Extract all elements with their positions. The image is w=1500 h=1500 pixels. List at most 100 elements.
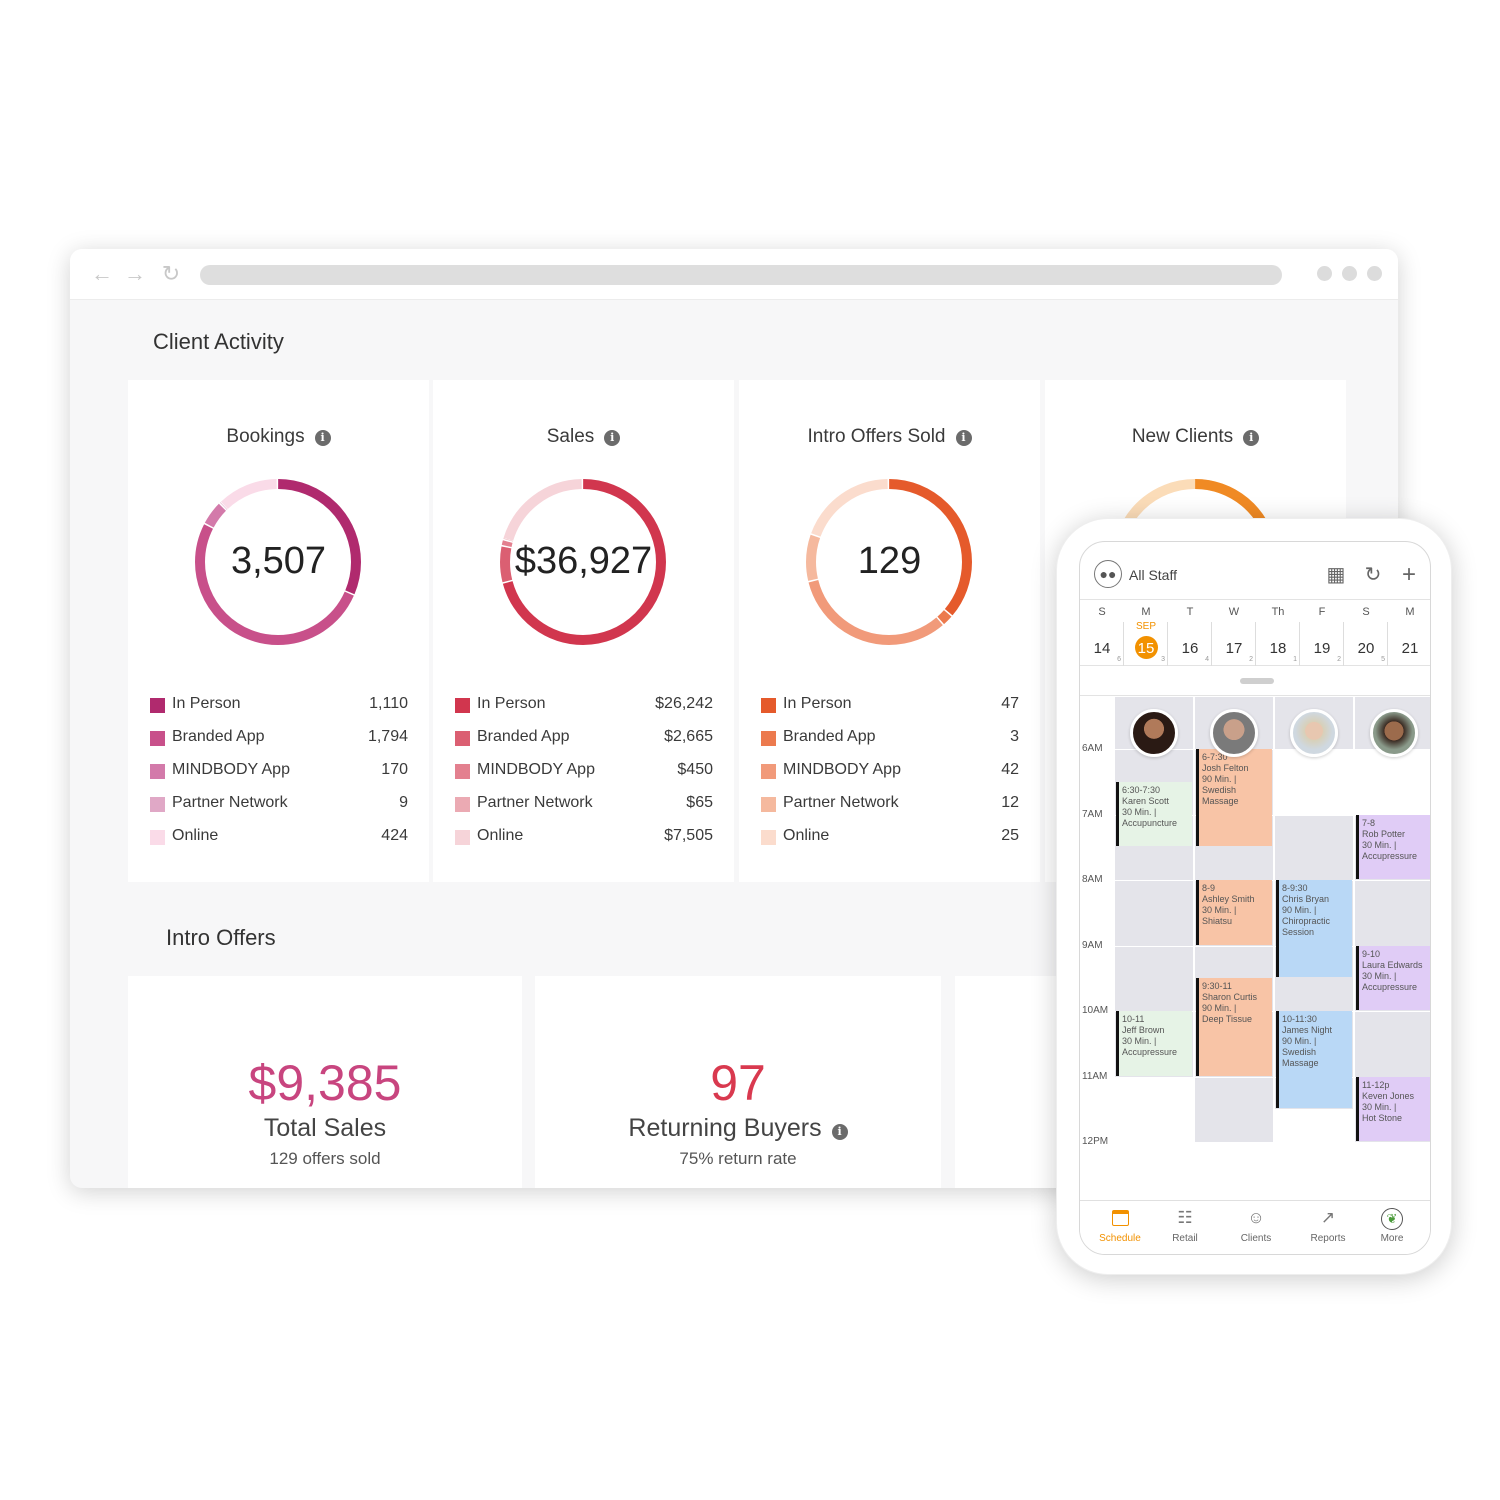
returning-buyers-card: 97 Returning Buyers i 75% return rate	[535, 976, 941, 1188]
address-bar[interactable]	[200, 265, 1282, 285]
time-label: 12PM	[1082, 1136, 1109, 1147]
legend-row: Branded App 1,794	[150, 727, 408, 760]
day-cell[interactable]: M SEP 15 3	[1124, 600, 1168, 666]
open-slot[interactable]	[1275, 1109, 1353, 1142]
tab-retail[interactable]: ☷ Retail	[1155, 1207, 1215, 1244]
info-icon[interactable]: i	[955, 430, 972, 446]
legend-swatch	[455, 731, 470, 746]
appointment-block[interactable]: 10-11 Jeff Brown 30 Min. | Accupressure	[1116, 1011, 1192, 1076]
appointment-text: 6:30-7:30	[1122, 784, 1161, 795]
legend-swatch	[761, 764, 776, 779]
appointment-text: 30 Min. |	[1122, 1036, 1157, 1046]
tab-reports[interactable]: ↗ Reports	[1298, 1207, 1358, 1244]
add-icon[interactable]: +	[1401, 561, 1416, 588]
chart-icon: ↗	[1320, 1208, 1336, 1227]
grid-view-icon[interactable]: ▦	[1326, 564, 1346, 586]
legend-value: 47	[1001, 695, 1019, 712]
appointment-text: 30 Min. |	[1362, 1101, 1397, 1112]
donut-segment	[806, 479, 972, 645]
appointment-block[interactable]: 10-11:30 James Night 90 Min. | Swedish Massa…	[1276, 1011, 1352, 1109]
appointment-count: 1	[1293, 656, 1297, 663]
appointment-count: 5	[1381, 656, 1385, 663]
appointment-block[interactable]: 6-7:30 Josh Felton 90 Min. | Swedish Massage	[1196, 749, 1272, 847]
tab-schedule[interactable]: Schedule	[1090, 1207, 1150, 1244]
appointment-text: 7-8	[1362, 817, 1376, 828]
appointment-block[interactable]: 11-12p Keven Jones 30 Min. | Hot Stone	[1356, 1076, 1430, 1141]
tab-label: More	[1380, 1233, 1404, 1244]
day-cell[interactable]: F 19 2	[1300, 600, 1344, 666]
info-icon[interactable]: i	[831, 1124, 848, 1140]
open-slot[interactable]	[1115, 1076, 1193, 1202]
donut-segment	[195, 479, 361, 645]
refresh-icon[interactable]: ↻	[1364, 564, 1382, 586]
legend-label: Partner Network	[477, 794, 593, 811]
hour-line	[1114, 1142, 1430, 1143]
appointment-block[interactable]: 8-9:30 Chris Bryan 90 Min. | Chiropractic Se…	[1276, 880, 1352, 978]
day-cell[interactable]: W 17 2	[1212, 600, 1256, 666]
window-dot-icon	[1367, 266, 1382, 281]
appointment-text: 9:30-11	[1202, 981, 1232, 992]
appointment-block[interactable]: 9-10 Laura Edwards 30 Min. | Accupressure	[1356, 945, 1430, 1010]
returning-buyers-value: 97	[710, 1055, 766, 1111]
open-slot[interactable]	[1195, 1142, 1273, 1202]
day-number: 19	[1313, 640, 1331, 657]
day-divider	[1299, 622, 1300, 666]
day-letter: W	[1228, 606, 1240, 618]
drag-handle[interactable]	[1240, 678, 1274, 684]
appointment-block[interactable]: 6:30-7:30 Karen Scott 30 Min. | Accupunctur…	[1116, 781, 1192, 847]
legend-row: Online 424	[150, 826, 408, 859]
staff-avatar[interactable]	[1290, 709, 1338, 757]
appointment-block[interactable]: 8-9 Ashley Smith 30 Min. | Shiatsu	[1196, 880, 1272, 945]
day-letter: Th	[1271, 606, 1285, 618]
back-arrow-icon[interactable]: ←	[91, 261, 113, 286]
info-icon[interactable]: i	[314, 430, 331, 446]
phone-device: ●● All Staff ▦ ↻ + S 14 6 M SEP 15 3 T 16 4 W 17 2 Th…	[1056, 518, 1452, 1275]
legend-value: 3	[1010, 728, 1019, 745]
day-number: 18	[1269, 640, 1287, 657]
appointment-block[interactable]: 9:30-11 Sharon Curtis 90 Min. | Deep Tissue	[1196, 978, 1272, 1076]
legend-row: In Person 47	[761, 694, 1019, 727]
staff-avatar[interactable]	[1130, 709, 1178, 757]
forward-arrow-icon[interactable]: →	[124, 261, 146, 286]
open-slot[interactable]	[1355, 1142, 1430, 1202]
day-cell[interactable]: Th 18 1	[1256, 600, 1300, 666]
appointment-text: 10-11:30	[1282, 1014, 1317, 1024]
day-number: 17	[1225, 640, 1243, 657]
day-letter: M	[1141, 606, 1151, 618]
day-number: 15	[1137, 640, 1155, 657]
info-icon[interactable]: i	[604, 430, 621, 446]
info-icon[interactable]: i	[1243, 430, 1260, 446]
legend-value: 25	[1001, 827, 1019, 844]
month-label: SEP	[1135, 621, 1156, 632]
open-slot[interactable]	[1355, 749, 1430, 815]
reload-icon[interactable]: ↻	[161, 261, 181, 286]
staff-avatar[interactable]	[1210, 709, 1258, 757]
drag-handle-area[interactable]	[1080, 666, 1430, 696]
bottom-tab-bar: Schedule ☷ Retail ☺ Clients ↗ Reports ❦ More	[1080, 1200, 1430, 1254]
appointment-block[interactable]: 7-8 Rob Potter 30 Min. | Accupressure	[1356, 814, 1430, 879]
day-number: 20	[1357, 640, 1375, 657]
open-slot[interactable]	[1275, 749, 1353, 815]
legend-swatch	[150, 764, 165, 779]
staff-filter-label[interactable]: All Staff	[1129, 567, 1177, 583]
day-cell[interactable]: T 16 4	[1168, 600, 1212, 666]
appointment-text: Ashley Smith	[1202, 894, 1255, 904]
legend-row: MINDBODY App 42	[761, 760, 1019, 793]
day-divider	[1255, 622, 1256, 666]
day-cell[interactable]: M 21	[1388, 600, 1430, 666]
appointment-count: 2	[1249, 656, 1253, 663]
staff-group-icon[interactable]: ●●	[1094, 560, 1122, 588]
appointment-count: 2	[1337, 656, 1341, 663]
appointment-text: 90 Min. |	[1282, 905, 1317, 915]
appointment-text: Jeff Brown	[1122, 1025, 1165, 1035]
schedule-grid[interactable]: 6AM 7AM 8AM 9AM 10AM 11AM 12PM 6:30-7:30 Karen S…	[1080, 697, 1430, 1202]
appointment-text: 8-9:30	[1282, 883, 1308, 893]
tab-more[interactable]: ❦ More	[1362, 1207, 1422, 1244]
legend-value: $65	[686, 794, 713, 811]
day-cell[interactable]: S 14 6	[1080, 600, 1124, 666]
staff-avatar[interactable]	[1370, 709, 1418, 757]
tab-clients[interactable]: ☺ Clients	[1226, 1207, 1286, 1244]
legend-row: Branded App 3	[761, 727, 1019, 760]
day-cell[interactable]: S 20 5	[1344, 600, 1388, 666]
open-slot[interactable]	[1275, 1142, 1353, 1202]
